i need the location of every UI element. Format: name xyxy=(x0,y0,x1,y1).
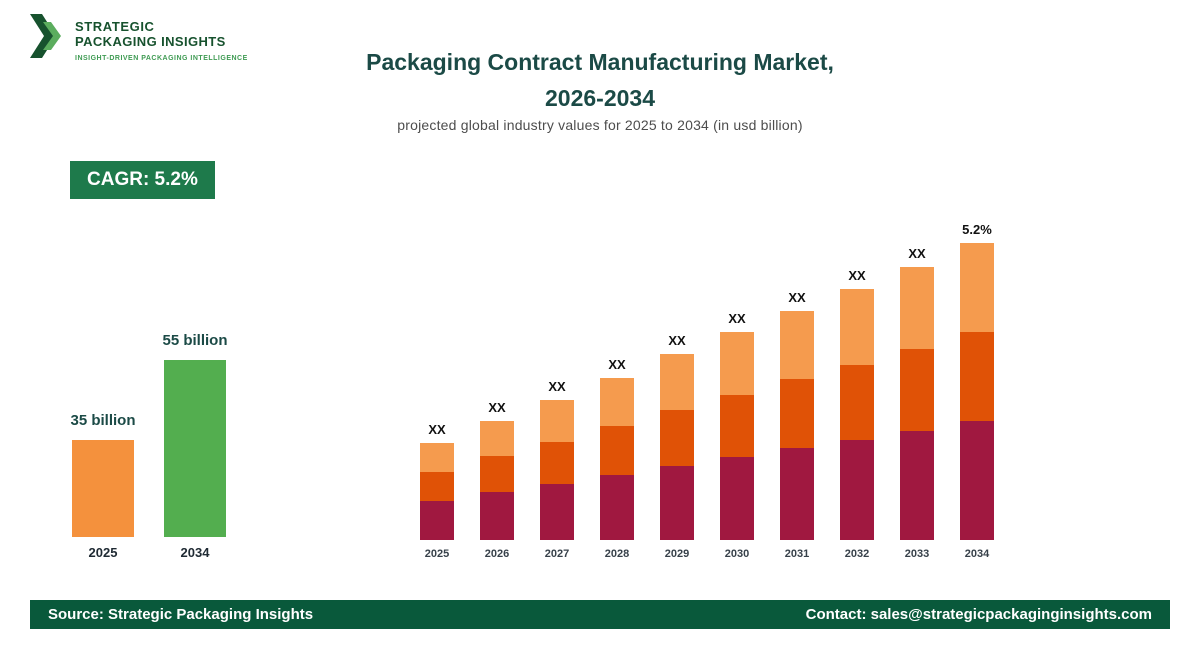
bar-stack xyxy=(480,421,514,540)
mini-bar-chart: 35 billion 2025 55 billion 2034 xyxy=(70,200,228,560)
bar-stack xyxy=(540,400,574,540)
bar-value-label: XX xyxy=(848,268,866,283)
bar-group: XX 2029 xyxy=(660,333,694,560)
stacked-bar-chart: XX 2025 XX 2026 XX 2027 XX 2028 XX 2029 XX 2030 XX 20… xyxy=(420,200,994,560)
bar-stack xyxy=(960,243,994,540)
page-title-line2: 2026-2034 xyxy=(545,85,655,111)
bar-segment-middle xyxy=(900,349,934,431)
bar-group: XX 2032 xyxy=(840,268,874,560)
bar-stack xyxy=(840,289,874,540)
bar-stack xyxy=(420,443,454,540)
bar-year-label: 2025 xyxy=(424,548,450,560)
bar-segment-top xyxy=(780,311,814,379)
bar-value-label: XX xyxy=(728,311,746,326)
cagr-badge: CAGR: 5.2% xyxy=(70,161,215,199)
bar-year-label: 2027 xyxy=(544,548,570,560)
page-title: Packaging Contract Manufacturing Market,… xyxy=(250,44,950,116)
bar-value-label: XX xyxy=(788,290,806,305)
logo-tagline: INSIGHT-DRIVEN PACKAGING INTELLIGENCE xyxy=(75,55,248,62)
bar-segment-bottom xyxy=(720,457,754,540)
bar-year-label: 2034 xyxy=(964,548,990,560)
bar-segment-middle xyxy=(540,442,574,484)
bar-group: XX 2033 xyxy=(900,246,934,560)
bar-group: XX 2026 xyxy=(480,400,514,560)
bar-segment-top xyxy=(600,378,634,426)
page-title-line1: Packaging Contract Manufacturing Market, xyxy=(366,49,834,75)
bar-segment-bottom xyxy=(480,492,514,540)
bar-value-label: XX xyxy=(548,379,566,394)
bar-segment-middle xyxy=(840,365,874,440)
bar-segment-top xyxy=(900,267,934,349)
bar-group: XX 2031 xyxy=(780,290,814,560)
bar-stack xyxy=(720,332,754,540)
bar-segment-bottom xyxy=(960,421,994,540)
logo: STRATEGIC PACKAGING INSIGHTS INSIGHT-DRI… xyxy=(30,12,248,62)
bar-segment-middle xyxy=(960,332,994,421)
bar-stack xyxy=(660,354,694,540)
bar-group: XX 2025 xyxy=(420,422,454,560)
bar-group: XX 2030 xyxy=(720,311,754,560)
logo-name-line2: PACKAGING INSIGHTS xyxy=(75,34,226,49)
bar-segment-middle xyxy=(720,395,754,457)
bar-segment-top xyxy=(540,400,574,442)
bar-segment-top xyxy=(420,443,454,472)
logo-name-line1: STRATEGIC xyxy=(75,19,155,34)
mini-bar xyxy=(164,360,226,537)
bar-segment-middle xyxy=(480,456,514,492)
mini-bar-year-label: 2034 xyxy=(180,545,210,560)
mini-bar-year-label: 2025 xyxy=(88,545,118,560)
bar-segment-middle xyxy=(420,472,454,501)
bar-year-label: 2026 xyxy=(484,548,510,560)
bar-segment-bottom xyxy=(540,484,574,540)
bar-year-label: 2030 xyxy=(724,548,750,560)
logo-text: STRATEGIC PACKAGING INSIGHTS INSIGHT-DRI… xyxy=(75,12,248,62)
footer-bar: Source: Strategic Packaging Insights Con… xyxy=(30,600,1170,629)
bar-stack xyxy=(600,378,634,540)
page-subtitle: projected global industry values for 202… xyxy=(397,117,803,133)
bar-segment-middle xyxy=(660,410,694,466)
bar-year-label: 2031 xyxy=(784,548,810,560)
footer-source: Source: Strategic Packaging Insights xyxy=(48,606,314,623)
footer-contact: Contact: sales@strategicpackaginginsight… xyxy=(805,606,1152,623)
bar-value-label: 5.2% xyxy=(962,222,992,237)
bar-year-label: 2033 xyxy=(904,548,930,560)
bar-segment-middle xyxy=(780,379,814,448)
bar-group: XX 2028 xyxy=(600,357,634,560)
bar-value-label: XX xyxy=(428,422,446,437)
mini-bar-value-label: 35 billion xyxy=(70,412,136,429)
mini-bar xyxy=(72,440,134,537)
bar-segment-bottom xyxy=(600,475,634,540)
bar-segment-bottom xyxy=(840,440,874,540)
bar-year-label: 2032 xyxy=(844,548,870,560)
mini-bar-group: 35 billion 2025 xyxy=(70,412,136,560)
bar-value-label: XX xyxy=(608,357,626,372)
bar-stack xyxy=(900,267,934,540)
bar-group: XX 2027 xyxy=(540,379,574,560)
bar-segment-top xyxy=(840,289,874,365)
bar-segment-bottom xyxy=(900,431,934,540)
bar-group: 5.2% 2034 xyxy=(960,222,994,560)
bar-value-label: XX xyxy=(908,246,926,261)
bar-segment-top xyxy=(660,354,694,410)
bar-value-label: XX xyxy=(488,400,506,415)
logo-chevron-icon xyxy=(30,14,61,58)
mini-bar-group: 55 billion 2034 xyxy=(162,332,228,560)
bar-year-label: 2029 xyxy=(664,548,690,560)
bar-segment-top xyxy=(960,243,994,332)
bar-segment-middle xyxy=(600,426,634,475)
bar-segment-top xyxy=(480,421,514,456)
bar-value-label: XX xyxy=(668,333,686,348)
bar-segment-bottom xyxy=(660,466,694,540)
bar-stack xyxy=(780,311,814,540)
mini-bar-value-label: 55 billion xyxy=(162,332,228,349)
bar-segment-top xyxy=(720,332,754,395)
bar-segment-bottom xyxy=(420,501,454,540)
bar-year-label: 2028 xyxy=(604,548,630,560)
bar-segment-bottom xyxy=(780,448,814,540)
